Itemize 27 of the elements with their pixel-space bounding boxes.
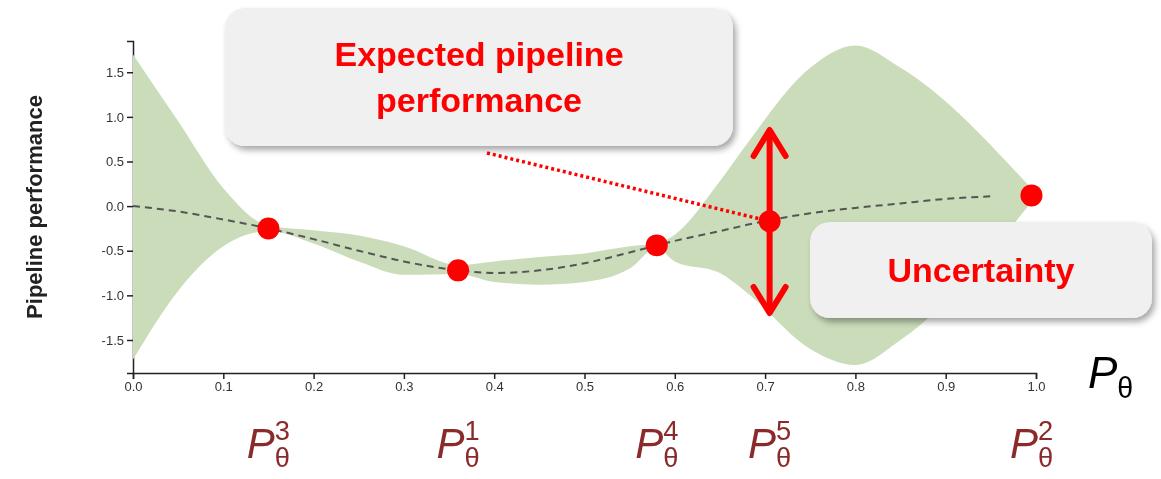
y-axis-title: Pipeline performance: [22, 95, 47, 319]
y-tick-label: 1.0: [105, 109, 124, 125]
annotation: Expected pipeline performance: [334, 35, 624, 119]
x-tick-label: 1.0: [1027, 379, 1046, 395]
x-tick-label: 0.6: [666, 379, 685, 395]
y-tick-label: 0.0: [105, 198, 124, 214]
x-tick-label: 0.8: [846, 379, 865, 395]
point: [447, 259, 470, 282]
y-tick-label: 0.5: [105, 154, 124, 170]
x-tick-label: 0.0: [124, 379, 143, 395]
x-tick-label: 0.5: [575, 379, 595, 395]
x-tick-label: 0.1: [214, 379, 233, 395]
x-tick-label: 0.7: [756, 379, 775, 395]
y-tick-label: -1.0: [101, 288, 124, 304]
y-tick-label: -1.5: [101, 332, 124, 348]
point: [257, 217, 280, 240]
x-tick-label: 0.2: [305, 379, 324, 395]
x-tick-label: 0.4: [485, 379, 504, 395]
y-tick-label: -0.5: [101, 243, 124, 259]
point: [758, 210, 781, 233]
point: [645, 234, 668, 257]
x-tick-label: 0.9: [937, 379, 956, 395]
point: [1020, 184, 1043, 207]
x-axis-title: P$_{θ}$: [1088, 348, 1134, 405]
y-tick-label: 1.5: [105, 64, 124, 80]
x-tick-label: 0.3: [395, 379, 414, 395]
annotation: Uncertainty: [887, 251, 1075, 289]
